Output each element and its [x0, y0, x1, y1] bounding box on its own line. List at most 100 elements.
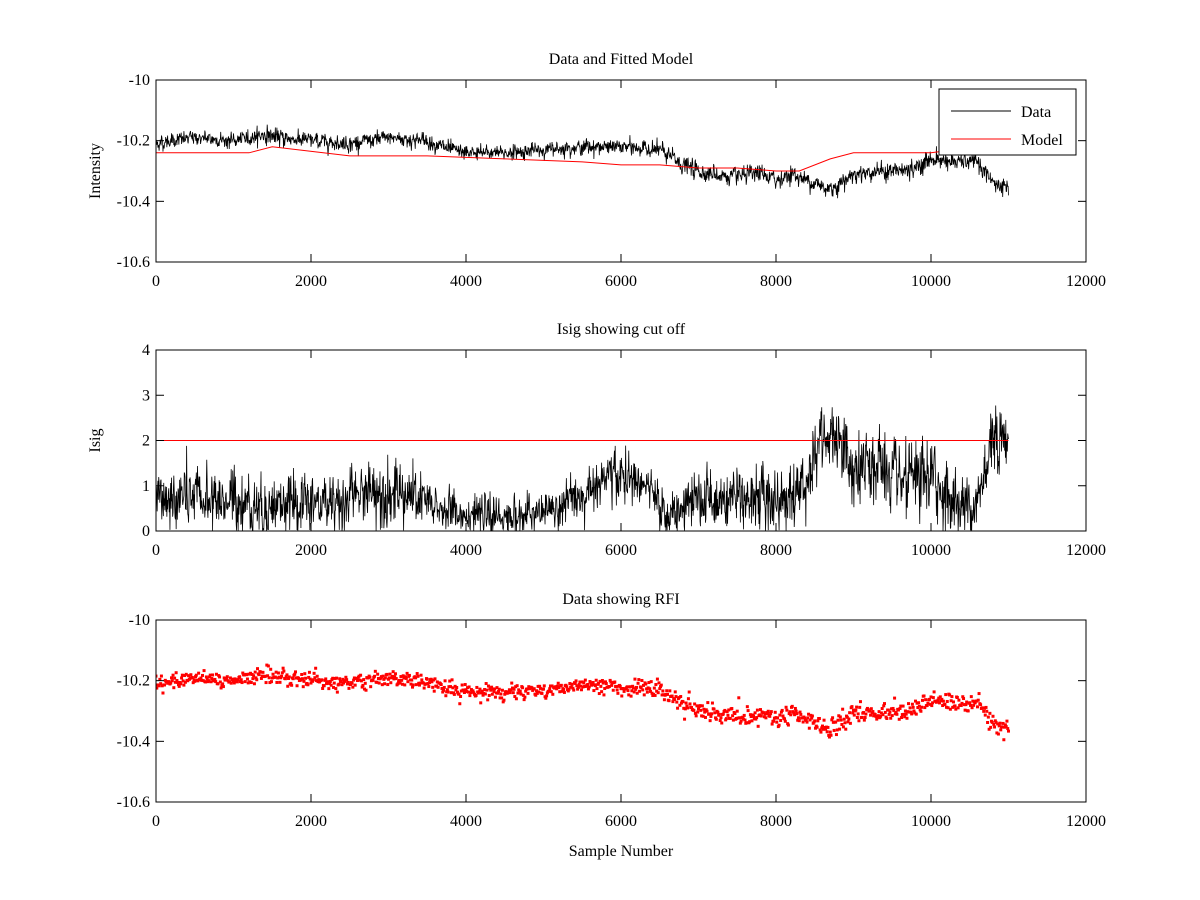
data-point: [343, 679, 347, 683]
data-point: [547, 689, 551, 693]
data-point: [1004, 725, 1008, 729]
data-point: [302, 679, 306, 683]
data-point: [411, 683, 415, 687]
data-point: [481, 693, 485, 697]
data-point: [157, 684, 161, 688]
data-point: [575, 684, 579, 688]
data-point: [795, 712, 799, 716]
data-point: [179, 682, 183, 686]
data-point: [755, 716, 759, 720]
data-point: [838, 715, 842, 719]
data-point: [488, 687, 492, 691]
data-point: [841, 725, 845, 729]
data-point: [827, 733, 831, 737]
data-point: [889, 716, 893, 720]
y-tick-label: 0: [142, 523, 150, 540]
x-tick-label: 6000: [605, 273, 637, 290]
data-point: [238, 675, 242, 679]
data-point: [554, 685, 558, 689]
data-point: [177, 684, 181, 688]
data-point: [599, 684, 603, 688]
data-point: [388, 672, 392, 676]
data-point: [828, 730, 832, 734]
data-point: [518, 689, 522, 693]
data-point: [982, 706, 986, 710]
data-point: [471, 689, 475, 693]
data-point: [659, 683, 663, 687]
data-point: [976, 705, 979, 709]
data-point: [588, 680, 592, 684]
data-point: [532, 687, 536, 691]
data-point: [885, 717, 889, 720]
data-point: [996, 722, 1000, 726]
data-point: [549, 690, 553, 694]
data-point: [312, 671, 316, 675]
data-point: [269, 667, 273, 671]
data-point: [915, 701, 919, 705]
data-point: [973, 701, 977, 705]
data-point: [480, 691, 483, 695]
data-point: [234, 680, 238, 684]
data-point: [891, 706, 895, 710]
data-point: [919, 709, 923, 713]
data-point: [910, 712, 914, 716]
data-point: [741, 715, 745, 719]
data-point: [714, 717, 718, 721]
data-point: [646, 686, 650, 690]
data-point: [988, 711, 992, 715]
data-point: [855, 715, 859, 719]
data-point: [498, 696, 502, 700]
data-point: [652, 686, 656, 690]
data-point: [263, 674, 267, 678]
y-tick-label: -10.2: [117, 133, 150, 150]
data-point: [257, 673, 261, 677]
data-point: [447, 685, 451, 689]
data-point: [431, 678, 435, 682]
data-point: [611, 688, 615, 692]
data-point: [462, 688, 466, 692]
data-point: [478, 687, 482, 691]
data-point: [364, 688, 368, 692]
data-point: [422, 686, 426, 690]
data-point: [235, 678, 239, 682]
data-point: [931, 696, 935, 700]
data-point: [273, 675, 277, 679]
data-point: [334, 687, 338, 691]
data-point: [405, 671, 409, 675]
data-point: [823, 726, 827, 729]
data-point: [966, 709, 970, 713]
data-point: [941, 704, 945, 708]
data-point: [699, 708, 703, 712]
data-point: [877, 710, 881, 714]
legend-box: [938, 88, 1077, 156]
data-point: [495, 686, 499, 690]
data-point: [780, 708, 784, 712]
data-point: [170, 679, 174, 683]
data-point: [487, 693, 491, 697]
data-point: [172, 686, 176, 690]
data-point: [944, 693, 948, 697]
data-point: [604, 682, 608, 686]
data-point: [619, 687, 623, 691]
data-point: [897, 717, 901, 721]
data-point: [951, 700, 955, 704]
data-point: [876, 714, 880, 718]
data-point: [221, 682, 225, 686]
data-point: [696, 710, 700, 714]
data-point: [825, 730, 829, 734]
data-point: [854, 708, 858, 712]
data-point: [818, 728, 822, 732]
data-point: [855, 705, 859, 709]
data-point: [686, 697, 690, 701]
data-point: [977, 692, 981, 696]
data-point: [693, 702, 697, 706]
data-point: [636, 681, 640, 685]
data-point: [443, 679, 447, 683]
data-point: [602, 693, 606, 697]
data-point: [662, 693, 666, 697]
data-point: [776, 716, 780, 720]
data-point: [307, 670, 311, 674]
data-point: [363, 681, 367, 685]
data-point: [815, 725, 819, 729]
data-point: [781, 714, 785, 718]
